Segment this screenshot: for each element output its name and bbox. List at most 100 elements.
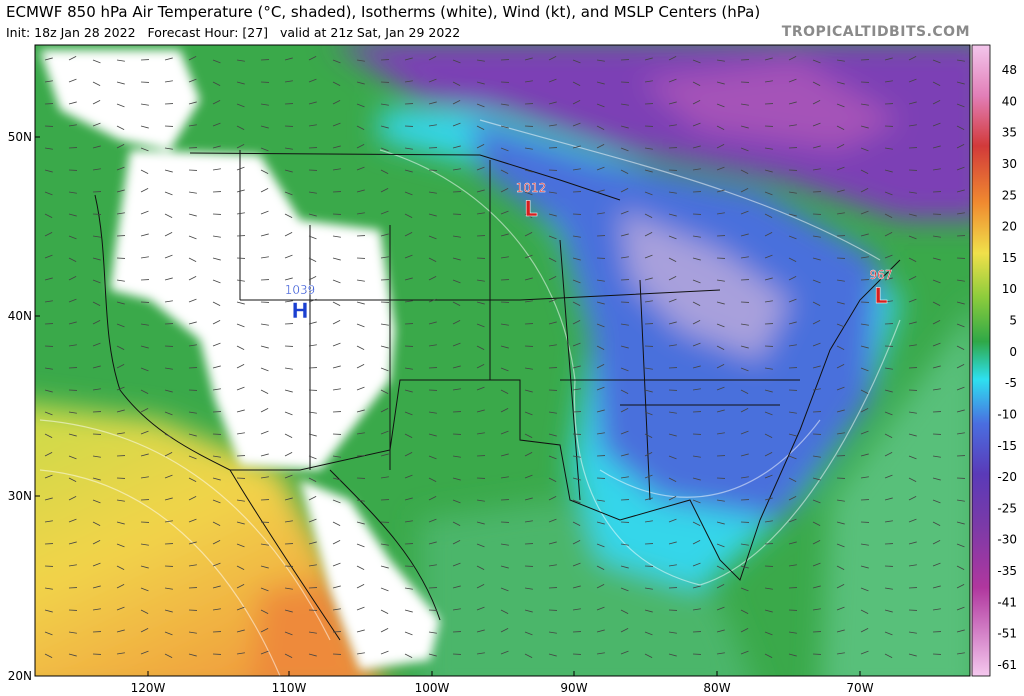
wind-barb: [452, 59, 461, 64]
wind-barb: [284, 411, 293, 416]
wind-barb: [956, 81, 965, 85]
wind-barb: [308, 631, 317, 634]
wind-barb: [356, 301, 365, 305]
wind-barb: [404, 389, 413, 393]
wind-barb: [164, 147, 173, 150]
wind-barb: [68, 564, 77, 567]
wind-barb: [572, 365, 581, 369]
wind-barb: [332, 562, 341, 567]
wind-barb: [476, 629, 485, 633]
wind-barb: [92, 455, 101, 458]
wind-barb: [236, 103, 245, 108]
wind-barb: [812, 235, 821, 238]
wind-barb: [116, 279, 125, 282]
wind-barb: [596, 59, 605, 62]
wind-barb: [116, 432, 125, 435]
wind-barb: [260, 345, 269, 349]
wind-barb: [188, 298, 197, 303]
wind-barb: [956, 144, 965, 149]
wind-barb: [836, 364, 845, 369]
wind-barb: [500, 650, 509, 655]
wind-barb: [356, 59, 365, 62]
wind-barb: [164, 169, 173, 173]
wind-barb: [308, 477, 317, 482]
wind-barb: [68, 411, 77, 414]
wind-barb: [932, 168, 941, 171]
wind-barb: [260, 587, 269, 592]
wind-barb: [452, 342, 461, 347]
wind-barb: [212, 257, 221, 261]
colorbar-label: -10: [997, 407, 1017, 421]
wind-barb: [116, 189, 125, 193]
wind-barb: [740, 430, 749, 435]
wind-barb: [716, 81, 725, 85]
wind-barb: [452, 100, 461, 105]
wind-barb: [140, 233, 149, 237]
wind-barb: [500, 188, 509, 193]
wind-barb: [68, 518, 77, 523]
wind-barb: [164, 474, 173, 479]
wind-barb: [284, 389, 293, 393]
wind-barb: [884, 497, 893, 501]
wind-barb: [428, 298, 437, 303]
wind-barb: [68, 257, 77, 262]
wind-barb: [116, 166, 125, 171]
wind-barb: [836, 189, 845, 193]
wind-barb: [596, 432, 605, 435]
wind-barb: [500, 169, 509, 174]
wind-barb: [92, 301, 101, 306]
wind-barb: [860, 210, 869, 215]
wind-barb: [956, 386, 965, 391]
wind-barb: [284, 254, 293, 259]
wind-barb: [956, 103, 965, 108]
wind-barb: [308, 518, 317, 523]
wind-barb: [692, 388, 701, 391]
wind-barb: [500, 147, 509, 152]
wind-barb: [404, 497, 413, 501]
wind-barb: [788, 541, 797, 545]
wind-barb: [764, 433, 773, 438]
wind-barb: [860, 408, 869, 413]
wind-barb: [380, 125, 389, 129]
wind-barb: [308, 455, 317, 460]
wind-barb: [884, 609, 893, 613]
wind-barb: [284, 631, 293, 636]
wind-barb: [164, 389, 173, 393]
wind-barb: [788, 433, 797, 437]
wind-barb: [164, 609, 173, 613]
wind-barb: [932, 540, 941, 545]
wind-barb: [404, 300, 413, 303]
wind-barb: [692, 81, 701, 86]
wind-barb: [812, 168, 821, 171]
colorbar-label: -5: [1005, 376, 1017, 390]
wind-barb: [668, 653, 677, 657]
wind-barb: [908, 321, 917, 325]
wind-barb: [356, 499, 365, 502]
wind-barb: [524, 147, 533, 150]
lat-label: 40N: [8, 309, 32, 323]
wind-barb: [716, 103, 725, 108]
wind-barb: [764, 147, 773, 150]
wind-barb: [716, 629, 725, 633]
wind-barb: [260, 389, 269, 394]
wind-barb: [92, 81, 101, 86]
wind-barb: [788, 191, 797, 194]
wind-barb: [116, 103, 125, 108]
wind-barb: [44, 80, 53, 83]
wind-barb: [620, 565, 629, 569]
wind-barb: [668, 321, 677, 325]
wind-barb: [476, 499, 485, 502]
wind-barb: [284, 300, 293, 303]
wind-barb: [140, 628, 149, 633]
wind-barb: [884, 169, 893, 173]
wind-barb: [164, 497, 173, 501]
wind-barb: [116, 323, 125, 328]
wind-barb: [260, 543, 269, 546]
wind-barb: [404, 57, 413, 61]
wind-barb: [452, 540, 461, 545]
wind-barb: [44, 609, 53, 613]
wind-barb: [740, 389, 749, 394]
wind-barb: [836, 409, 845, 413]
wind-barb: [92, 235, 101, 238]
wind-barb: [620, 103, 629, 106]
